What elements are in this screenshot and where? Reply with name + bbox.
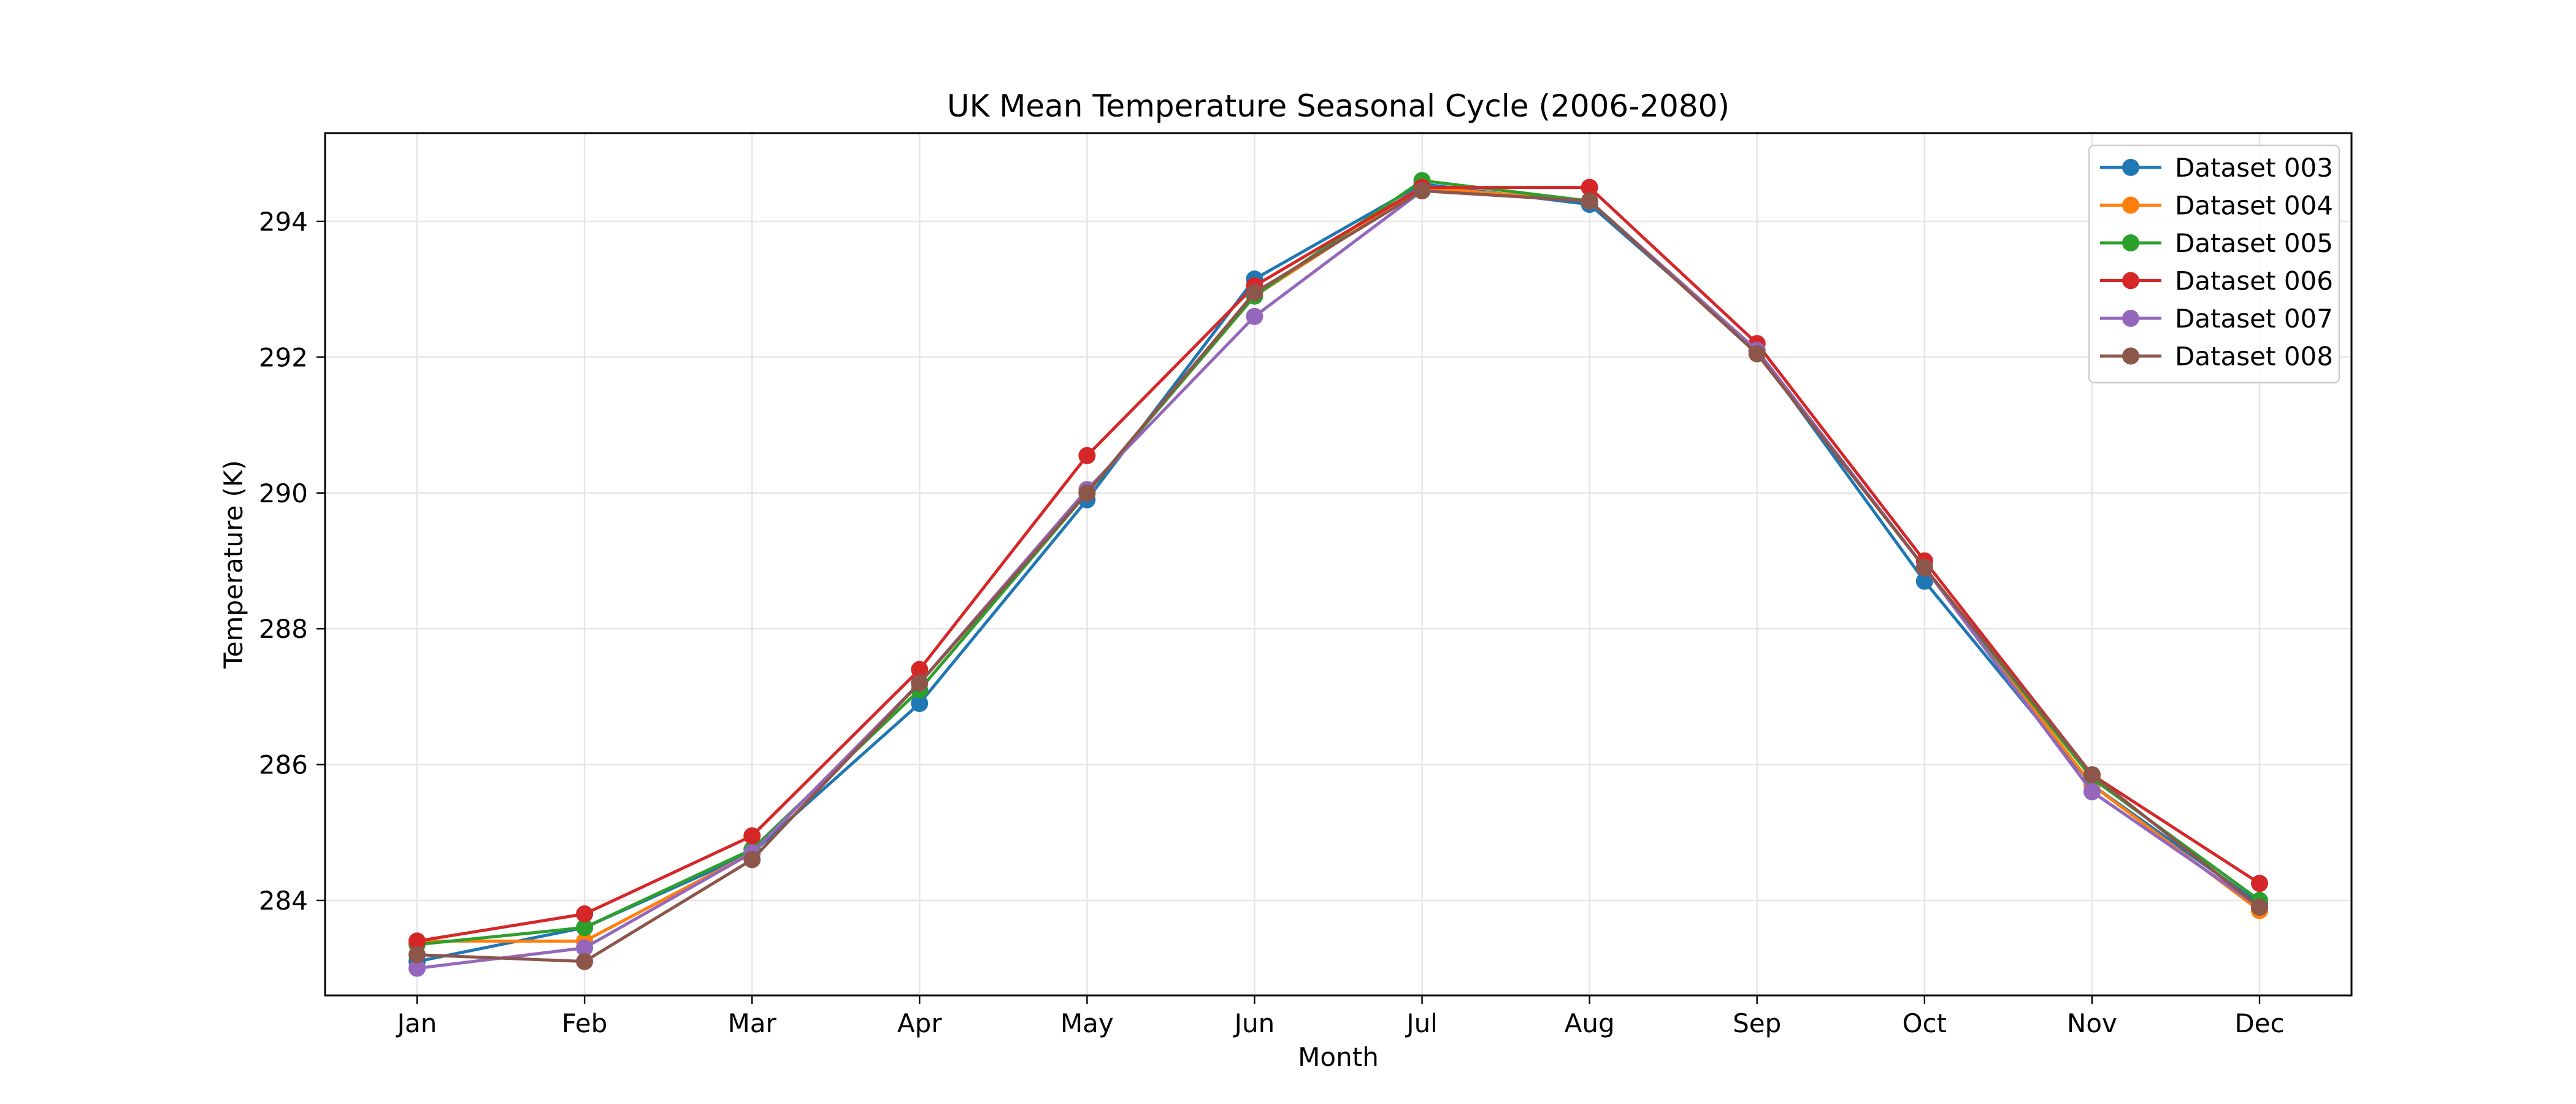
data-point (2251, 875, 2268, 892)
y-tick-label: 288 (259, 614, 308, 644)
series-line (416, 186, 2261, 943)
series-group (408, 172, 2268, 977)
x-tick-label: Dec (2234, 1008, 2284, 1038)
x-tick-label: Aug (1565, 1008, 1615, 1038)
legend-item: Dataset 008 (2100, 342, 2333, 372)
y-tick-label: 292 (259, 342, 308, 372)
legend-marker (2122, 347, 2139, 365)
data-point (576, 919, 594, 937)
data-point (576, 939, 594, 957)
x-tick-label: May (1060, 1008, 1114, 1038)
x-tick-label: Jul (1405, 1008, 1438, 1038)
x-axis: Jan Feb Mar Apr May Jun Jul Aug Sep Oct Nov Dec (396, 995, 2285, 1038)
data-point (408, 932, 426, 950)
y-tick-label: 286 (259, 750, 308, 780)
legend-item: Dataset 004 (2100, 191, 2333, 221)
data-point (1581, 178, 1598, 196)
data-point (911, 694, 929, 712)
legend-marker (2122, 234, 2139, 251)
x-tick-label: Jan (396, 1008, 437, 1038)
legend-marker (2122, 159, 2139, 176)
data-point (1246, 284, 1263, 302)
y-tick-label: 284 (259, 886, 308, 916)
chart-title: UK Mean Temperature Seasonal Cycle (2006… (947, 88, 1730, 124)
legend-label: Dataset 007 (2175, 304, 2333, 334)
data-point (576, 905, 594, 923)
legend-label: Dataset 005 (2175, 228, 2333, 258)
legend-marker (2122, 196, 2139, 214)
y-tick-label: 294 (259, 207, 308, 237)
data-point (911, 661, 929, 678)
legend-label: Dataset 006 (2175, 266, 2333, 296)
legend-marker (2122, 310, 2139, 327)
x-axis-label: Month (1298, 1042, 1379, 1072)
data-point (1581, 192, 1598, 210)
data-point (1748, 345, 1766, 362)
legend-item: Dataset 007 (2100, 304, 2333, 334)
data-point (1413, 182, 1431, 200)
data-point (2083, 766, 2101, 784)
data-point (408, 959, 426, 977)
series-dataset-008 (408, 182, 2268, 970)
data-point (1078, 447, 1096, 464)
legend-label: Dataset 004 (2175, 191, 2333, 221)
data-point (1246, 307, 1263, 325)
legend-item: Dataset 006 (2100, 266, 2333, 296)
x-tick-label: Oct (1903, 1008, 1947, 1038)
legend: Dataset 003 Dataset 004 Dataset 005 Dataset… (2088, 144, 2340, 384)
legend-label: Dataset 008 (2175, 342, 2333, 372)
data-point (911, 674, 929, 692)
x-tick-label: Jun (1233, 1008, 1275, 1038)
y-axis: 284 286 288 290 292 294 (259, 207, 325, 916)
legend-item: Dataset 005 (2100, 228, 2333, 258)
x-tick-label: Sep (1733, 1008, 1781, 1038)
plot-area (324, 132, 2353, 997)
y-axis-label: Temperature (K) (218, 460, 248, 669)
legend-label: Dataset 003 (2175, 153, 2333, 183)
data-point (1915, 559, 1933, 577)
data-point (2083, 783, 2101, 800)
series-line (416, 189, 2261, 964)
data-point (408, 946, 426, 964)
legend-marker (2122, 272, 2139, 289)
x-tick-label: Feb (562, 1008, 607, 1038)
data-point (743, 851, 761, 868)
data-point (2251, 899, 2268, 916)
data-point (1915, 572, 1933, 590)
series-line (416, 189, 2261, 970)
series-dataset-006 (408, 178, 2268, 950)
legend-item: Dataset 003 (2100, 153, 2333, 183)
y-tick-label: 290 (259, 478, 308, 508)
x-tick-label: Apr (897, 1008, 942, 1038)
data-point (576, 953, 594, 970)
data-point (743, 827, 761, 845)
series-line (416, 182, 2261, 964)
x-tick-label: Nov (2067, 1008, 2117, 1038)
x-tick-label: Mar (728, 1008, 777, 1038)
data-point (1078, 484, 1096, 502)
